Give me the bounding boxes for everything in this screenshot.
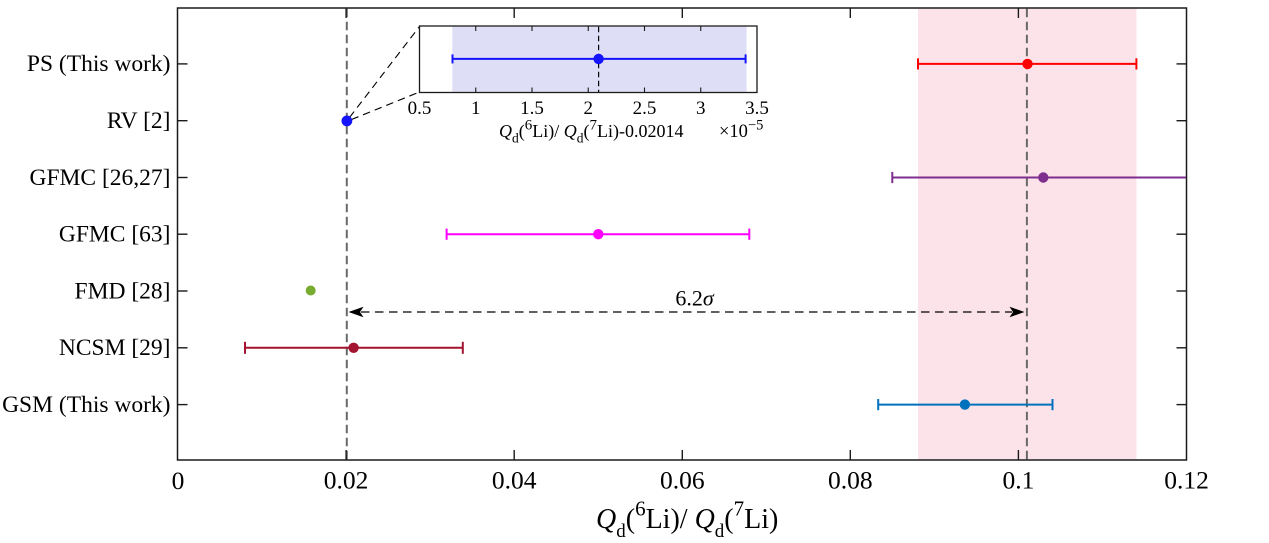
svg-text:0.08: 0.08 (828, 466, 873, 495)
svg-text:6.2σ: 6.2σ (675, 286, 715, 311)
svg-text:Qd(6Li)/ Qd(7Li)-0.02014: Qd(6Li)/ Qd(7Li)-0.02014 (499, 118, 683, 146)
svg-text:0.06: 0.06 (660, 466, 705, 495)
svg-text:NCSM [29]: NCSM [29] (59, 335, 171, 361)
svg-text:2.5: 2.5 (633, 98, 657, 119)
svg-text:1.5: 1.5 (520, 98, 544, 119)
svg-text:3: 3 (696, 98, 706, 119)
svg-text:PS (This work): PS (This work) (27, 51, 171, 77)
svg-text:RV [2]: RV [2] (107, 108, 171, 134)
svg-text:0.5: 0.5 (408, 98, 432, 119)
svg-text:0: 0 (172, 466, 185, 495)
svg-text:3.5: 3.5 (745, 98, 769, 119)
svg-text:Qd(6Li)/ Qd(7Li): Qd(6Li)/ Qd(7Li) (596, 497, 778, 543)
svg-text:0.04: 0.04 (492, 466, 537, 495)
svg-text:0.02: 0.02 (324, 466, 369, 495)
svg-text:FMD [28]: FMD [28] (75, 278, 171, 304)
svg-text:GFMC [63]: GFMC [63] (59, 222, 171, 248)
svg-text:1: 1 (471, 98, 481, 119)
svg-text:0.1: 0.1 (1002, 466, 1034, 495)
svg-text:2: 2 (584, 98, 594, 119)
svg-text:GFMC [26,27]: GFMC [26,27] (29, 165, 170, 191)
svg-text:GSM (This work): GSM (This work) (2, 392, 170, 418)
svg-text:0.12: 0.12 (1164, 466, 1209, 495)
